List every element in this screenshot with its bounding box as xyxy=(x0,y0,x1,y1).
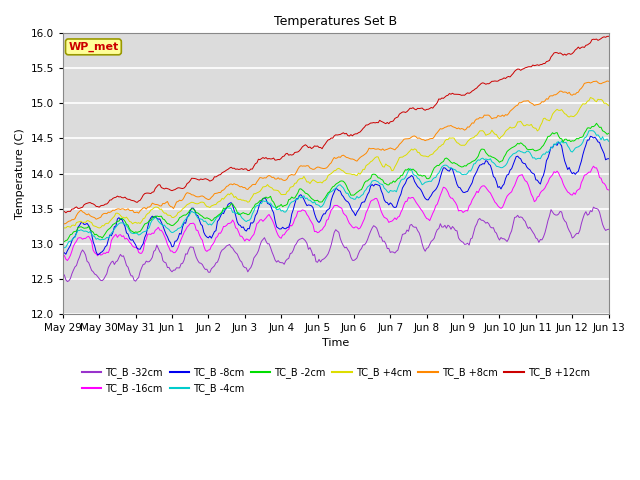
Line: TC_B +12cm: TC_B +12cm xyxy=(63,36,609,213)
TC_B -16cm xyxy=(59,252,67,258)
TC_B +8cm xyxy=(604,78,611,84)
Line: TC_B -8cm: TC_B -8cm xyxy=(63,136,609,255)
Line: TC_B -32cm: TC_B -32cm xyxy=(63,207,609,282)
Title: Temperatures Set B: Temperatures Set B xyxy=(274,15,397,28)
TC_B -16cm xyxy=(589,163,597,169)
TC_B +8cm xyxy=(162,200,170,205)
Line: TC_B -2cm: TC_B -2cm xyxy=(63,123,609,242)
TC_B -4cm xyxy=(161,222,168,228)
TC_B -32cm xyxy=(76,254,83,260)
TC_B -8cm xyxy=(587,133,595,139)
TC_B -16cm xyxy=(540,187,547,193)
TC_B +8cm xyxy=(540,99,547,105)
TC_B +12cm xyxy=(390,118,397,124)
TC_B -8cm xyxy=(94,252,102,258)
TC_B +4cm xyxy=(540,116,547,121)
TC_B +12cm xyxy=(62,210,70,216)
TC_B -2cm xyxy=(370,171,378,177)
TC_B -2cm xyxy=(593,120,600,126)
TC_B -16cm xyxy=(390,217,397,223)
TC_B -32cm xyxy=(162,260,170,266)
Y-axis label: Temperature (C): Temperature (C) xyxy=(15,128,25,219)
TC_B +8cm xyxy=(390,146,397,152)
Line: TC_B -16cm: TC_B -16cm xyxy=(63,166,609,261)
TC_B +4cm xyxy=(371,155,379,160)
TC_B -16cm xyxy=(63,258,71,264)
TC_B -16cm xyxy=(162,237,170,242)
TC_B +8cm xyxy=(371,146,379,152)
TC_B -4cm xyxy=(370,178,378,183)
TC_B +12cm xyxy=(59,209,67,215)
TC_B +4cm xyxy=(76,219,83,225)
TC_B -2cm xyxy=(74,225,82,230)
TC_B -2cm xyxy=(161,217,168,223)
Text: WP_met: WP_met xyxy=(68,42,118,52)
TC_B +12cm xyxy=(76,205,83,211)
TC_B -32cm xyxy=(402,230,410,236)
TC_B +4cm xyxy=(162,210,170,216)
TC_B -8cm xyxy=(402,180,410,186)
TC_B +12cm xyxy=(605,34,612,39)
TC_B -4cm xyxy=(74,228,82,233)
TC_B +12cm xyxy=(540,60,547,66)
TC_B -16cm xyxy=(371,196,379,202)
TC_B -2cm xyxy=(59,239,67,245)
X-axis label: Time: Time xyxy=(322,338,349,348)
TC_B -32cm xyxy=(371,224,379,229)
TC_B +4cm xyxy=(59,224,67,229)
TC_B -8cm xyxy=(162,231,170,237)
TC_B -2cm xyxy=(388,180,396,186)
TC_B +4cm xyxy=(390,168,397,173)
TC_B -8cm xyxy=(390,204,397,210)
TC_B +8cm xyxy=(402,136,410,142)
TC_B -4cm xyxy=(59,246,67,252)
TC_B -32cm xyxy=(59,271,67,277)
TC_B +12cm xyxy=(162,185,170,191)
TC_B -32cm xyxy=(540,234,547,240)
Line: TC_B +4cm: TC_B +4cm xyxy=(63,97,609,228)
TC_B -8cm xyxy=(371,181,379,187)
TC_B -16cm xyxy=(402,199,410,204)
Legend: TC_B -32cm, TC_B -16cm, TC_B -8cm, TC_B -4cm, TC_B -2cm, TC_B +4cm, TC_B +8cm, T: TC_B -32cm, TC_B -16cm, TC_B -8cm, TC_B … xyxy=(78,363,593,398)
TC_B +4cm xyxy=(587,95,595,100)
TC_B -16cm xyxy=(605,187,612,193)
TC_B -32cm xyxy=(605,227,612,232)
TC_B -4cm xyxy=(388,188,396,194)
Line: TC_B +8cm: TC_B +8cm xyxy=(63,81,609,224)
TC_B -4cm xyxy=(588,128,596,133)
TC_B -4cm xyxy=(538,153,546,158)
TC_B -2cm xyxy=(538,144,546,150)
TC_B -16cm xyxy=(76,235,83,240)
TC_B -32cm xyxy=(390,249,397,255)
TC_B -2cm xyxy=(400,169,408,175)
TC_B +4cm xyxy=(61,225,68,231)
TC_B +12cm xyxy=(402,109,410,115)
TC_B -4cm xyxy=(400,176,408,182)
TC_B +8cm xyxy=(76,208,83,214)
Line: TC_B -4cm: TC_B -4cm xyxy=(63,131,609,249)
TC_B -8cm xyxy=(59,249,67,254)
TC_B -8cm xyxy=(540,172,547,178)
TC_B +4cm xyxy=(605,103,612,108)
TC_B -2cm xyxy=(605,131,612,136)
TC_B +4cm xyxy=(402,153,410,158)
TC_B +8cm xyxy=(605,78,612,84)
TC_B -8cm xyxy=(605,156,612,162)
TC_B -32cm xyxy=(63,279,71,285)
TC_B -8cm xyxy=(74,224,82,230)
TC_B +8cm xyxy=(59,221,67,227)
TC_B -32cm xyxy=(589,204,597,210)
TC_B +12cm xyxy=(371,120,379,126)
TC_B +8cm xyxy=(61,221,68,227)
TC_B -4cm xyxy=(605,138,612,144)
